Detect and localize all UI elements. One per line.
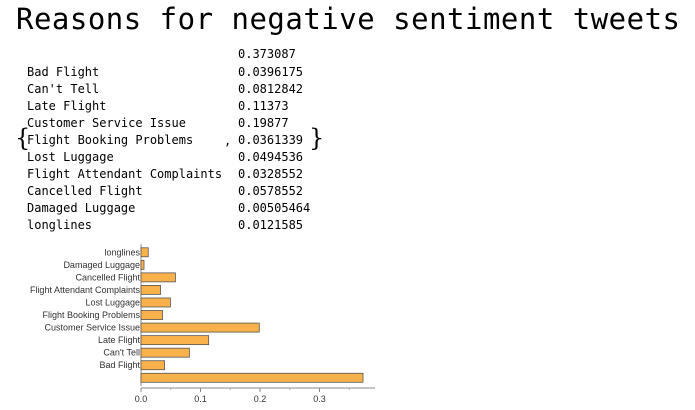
- row-value: 0.0494536: [238, 150, 304, 164]
- tick-label-category: Can't Tell: [103, 348, 140, 358]
- bar: [140, 372, 364, 383]
- row-value: 0.19877: [238, 116, 289, 130]
- bar: [140, 259, 145, 270]
- bar: [140, 360, 165, 371]
- comma: ,: [224, 134, 232, 148]
- right-brace: }: [309, 124, 325, 152]
- row-value: 0.00505464: [238, 201, 311, 215]
- bar: [140, 347, 190, 358]
- row-value: 0.11373: [238, 99, 289, 113]
- row-label: Flight Booking Problems: [27, 133, 194, 147]
- tick-label-category: Cancelled Flight: [75, 272, 140, 282]
- row-value: 0.0812842: [238, 82, 304, 96]
- row-value: 0.0396175: [238, 65, 304, 79]
- tick-label-x: 0.1: [194, 394, 207, 404]
- tick-label-x: 0.3: [313, 394, 326, 404]
- bar-chart: Bad Flight Can't Tell Late Flight Customer …: [30, 244, 375, 404]
- tick-label-category: Flight Booking Problems: [42, 310, 140, 320]
- row-value: 0.0361339: [238, 133, 304, 147]
- row-label: Flight Attendant Complaints: [27, 167, 223, 181]
- row-value: 0.0121585: [238, 218, 304, 232]
- row-value: 0.0328552: [238, 167, 304, 181]
- row-label: Bad Flight: [27, 65, 100, 79]
- row-label: Damaged Luggage: [27, 201, 136, 215]
- bar: [140, 247, 149, 258]
- bar: [140, 272, 176, 283]
- bar: [140, 322, 260, 333]
- row-label: Cancelled Flight: [27, 184, 143, 198]
- first-value: 0.373087: [238, 47, 296, 61]
- tick-label-category: Lost Luggage: [85, 297, 140, 307]
- bar: [140, 297, 171, 308]
- tick-label-category: Late Flight: [98, 335, 141, 345]
- bar: [140, 310, 163, 320]
- tick-label-category: Flight Attendant Complaints: [30, 285, 141, 295]
- tick-label-category: Damaged Luggage: [63, 260, 140, 270]
- tick-label-category: Customer Service Issue: [44, 323, 140, 333]
- tick-label-x: 0.0: [135, 394, 148, 404]
- row-label: Customer Service Issue: [27, 116, 186, 130]
- row-label: Late Flight: [27, 99, 107, 113]
- row-label: longlines: [27, 218, 93, 232]
- row-label: Lost Luggage: [27, 150, 114, 164]
- tick-label-category: Bad Flight: [99, 360, 140, 370]
- bar: [140, 285, 161, 295]
- tick-label-x: 0.2: [254, 394, 267, 404]
- tick-label-category: longlines: [104, 247, 140, 257]
- row-value: 0.0578552: [238, 184, 304, 198]
- row-label: Can't Tell: [27, 82, 100, 96]
- left-brace: {: [15, 124, 31, 152]
- page-title: Reasons for negative sentiment tweets: [16, 2, 681, 36]
- bar: [140, 335, 210, 346]
